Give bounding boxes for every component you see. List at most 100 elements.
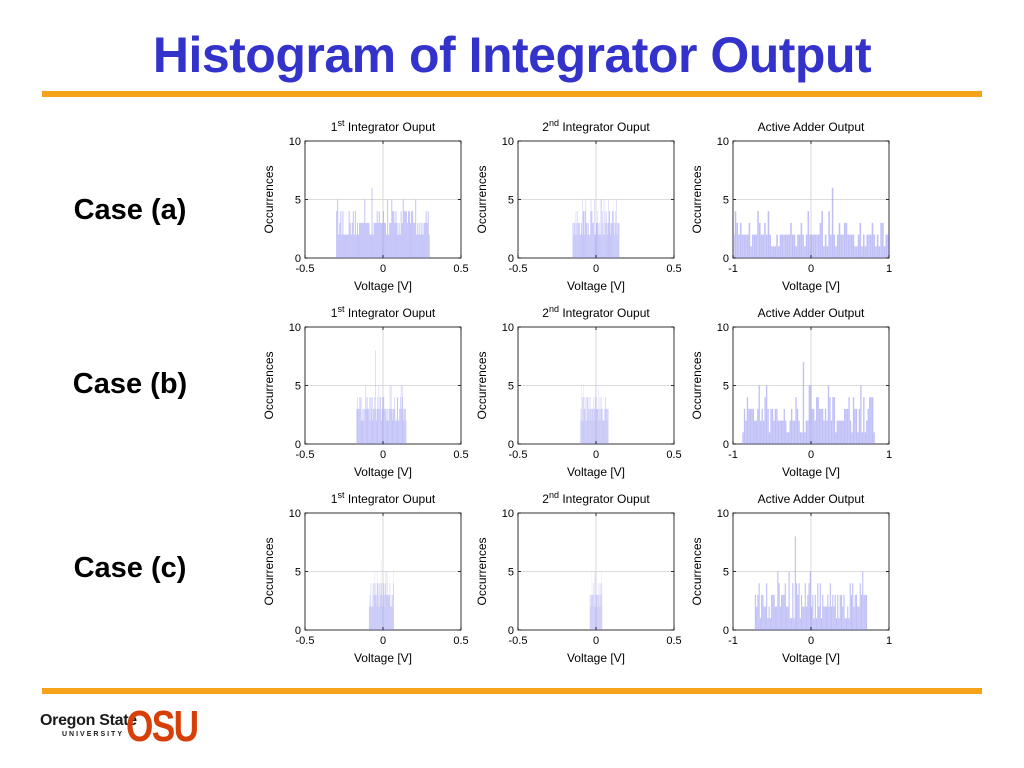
histogram-bar bbox=[355, 234, 357, 258]
x-axis-label: Voltage [V] bbox=[782, 279, 840, 293]
histogram-bar bbox=[387, 420, 389, 444]
x-axis-label: Voltage [V] bbox=[354, 279, 412, 293]
x-tick-label: 1 bbox=[886, 635, 892, 647]
histogram-bar bbox=[812, 234, 815, 258]
histogram-bar bbox=[776, 234, 778, 258]
y-tick-label: 10 bbox=[289, 136, 301, 148]
histogram-bar bbox=[340, 211, 342, 258]
histogram-bar bbox=[887, 234, 889, 258]
histogram-bar bbox=[741, 234, 744, 258]
histogram-bar bbox=[733, 234, 735, 258]
histogram-bar bbox=[373, 408, 375, 444]
histogram-bar bbox=[751, 408, 753, 444]
histogram-bar bbox=[822, 594, 824, 630]
histogram-bar bbox=[768, 432, 771, 444]
histogram-bar bbox=[384, 408, 385, 444]
histogram-bar bbox=[361, 420, 362, 444]
histogram-bar bbox=[418, 234, 420, 258]
top-divider bbox=[42, 91, 982, 97]
x-tick-label: 0 bbox=[593, 263, 599, 275]
chart-title: Active Adder Output bbox=[758, 306, 865, 320]
histogram-bar bbox=[394, 408, 396, 444]
histogram-bar bbox=[857, 606, 859, 630]
x-axis-label: Voltage [V] bbox=[782, 651, 840, 665]
histogram-bar bbox=[393, 408, 395, 444]
case-a-label: Case (a) bbox=[73, 194, 187, 226]
x-tick-label: 0 bbox=[808, 449, 814, 461]
histogram-bar bbox=[860, 594, 863, 630]
histogram-bar bbox=[372, 420, 374, 444]
histogram-bar bbox=[828, 606, 830, 630]
histogram-bar bbox=[380, 408, 382, 444]
histogram-bar bbox=[843, 594, 845, 630]
histogram-bar bbox=[389, 222, 391, 258]
y-tick-label: 10 bbox=[717, 322, 729, 334]
x-axis-label: Voltage [V] bbox=[567, 651, 625, 665]
histogram-bar bbox=[849, 234, 851, 258]
histogram-bar bbox=[405, 211, 407, 258]
histogram-bar bbox=[399, 234, 401, 258]
histogram-bar bbox=[772, 246, 775, 258]
histogram-bar bbox=[835, 246, 837, 258]
histogram-bar bbox=[390, 222, 392, 258]
histogram-bar bbox=[379, 222, 381, 258]
histogram-bar bbox=[416, 234, 418, 258]
y-tick-label: 0 bbox=[508, 439, 514, 451]
histogram-bar bbox=[336, 211, 338, 258]
histogram-bar bbox=[781, 594, 783, 630]
x-tick-label: 0.5 bbox=[453, 263, 468, 275]
x-tick-label: 0.5 bbox=[666, 263, 681, 275]
y-tick-label: 5 bbox=[295, 567, 301, 579]
histogram-bar bbox=[812, 594, 814, 630]
histogram-bar bbox=[839, 594, 841, 630]
histogram-bar bbox=[788, 432, 790, 444]
histogram-bar bbox=[344, 234, 346, 258]
histogram-bar bbox=[380, 222, 382, 258]
histogram-bar bbox=[422, 234, 424, 258]
histogram-bar bbox=[390, 408, 391, 444]
histogram-bar bbox=[401, 408, 402, 444]
histogram-bar bbox=[842, 234, 844, 258]
x-axis-label: Voltage [V] bbox=[567, 279, 625, 293]
histogram-bar bbox=[790, 222, 792, 258]
histogram-bar bbox=[849, 420, 852, 444]
histogram-bar bbox=[814, 420, 816, 444]
histogram-bar bbox=[750, 246, 752, 258]
histogram-bar bbox=[762, 594, 764, 630]
histogram-bar bbox=[836, 420, 838, 444]
histogram-bar bbox=[415, 199, 417, 258]
histogram-bar bbox=[772, 594, 774, 630]
histogram-bar bbox=[376, 211, 378, 258]
histogram-bar bbox=[852, 397, 855, 444]
histogram-bar bbox=[360, 222, 362, 258]
histogram-bar bbox=[844, 408, 846, 444]
histogram-bar bbox=[786, 606, 788, 630]
histogram-bar bbox=[866, 420, 868, 444]
histogram-bar bbox=[743, 408, 746, 444]
histogram-bar bbox=[359, 222, 361, 258]
histogram-bar bbox=[364, 408, 365, 444]
y-tick-label: 10 bbox=[502, 322, 514, 334]
histogram-bar bbox=[779, 606, 781, 630]
histogram-bar bbox=[798, 583, 800, 630]
histogram-bar bbox=[780, 420, 782, 444]
histogram-bar bbox=[375, 408, 377, 444]
histogram-bar bbox=[381, 222, 383, 258]
histogram-bar bbox=[385, 222, 387, 258]
histogram-bar bbox=[759, 618, 761, 630]
histogram-bar bbox=[817, 583, 819, 630]
histogram-bar bbox=[818, 408, 821, 444]
histogram-bar bbox=[763, 606, 765, 630]
histogram-bar bbox=[796, 583, 798, 630]
histogram-bar bbox=[426, 222, 428, 258]
histogram-bar bbox=[801, 432, 803, 444]
histogram-bar bbox=[405, 420, 407, 444]
y-axis-label: Occurrences bbox=[690, 165, 704, 233]
histogram-bar bbox=[386, 234, 388, 258]
histogram-bar bbox=[805, 234, 808, 258]
histogram-bar bbox=[399, 408, 401, 444]
histogram-bar bbox=[404, 211, 406, 258]
y-tick-label: 5 bbox=[508, 195, 514, 207]
